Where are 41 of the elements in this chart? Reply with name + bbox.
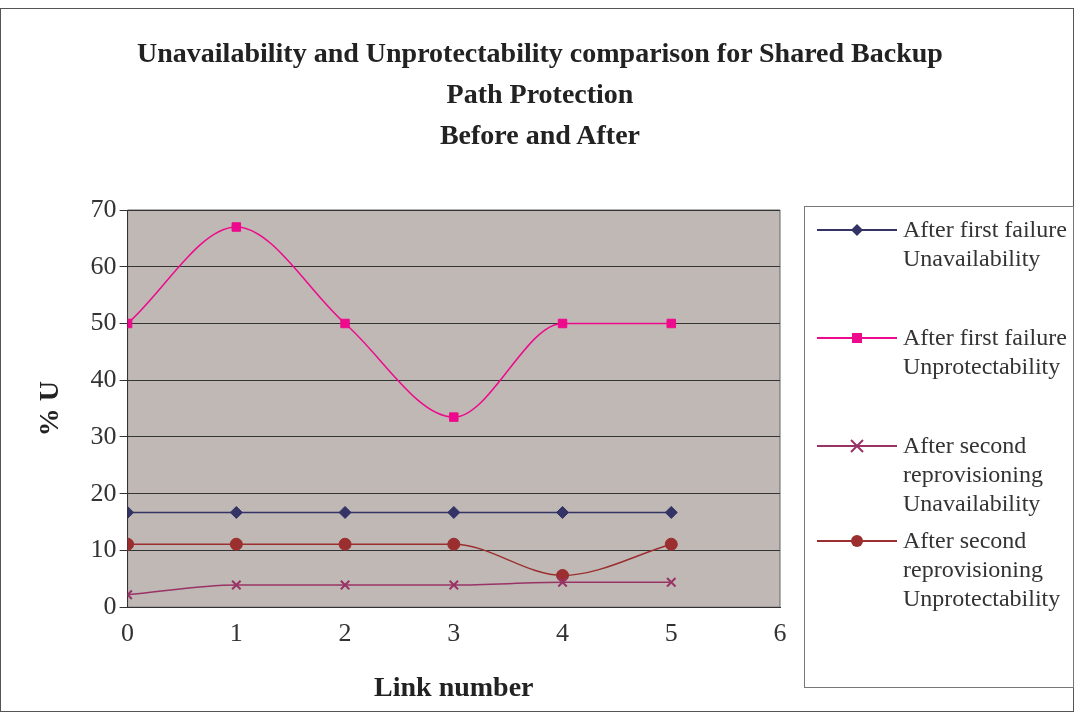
y-tick-label: 40	[90, 364, 117, 394]
legend-label: After second reprovisioning Unprotectability	[903, 526, 1062, 613]
point	[447, 505, 461, 519]
point	[666, 318, 677, 329]
point	[338, 505, 352, 519]
y-tick-label: 10	[90, 534, 117, 564]
point	[338, 537, 352, 551]
point	[664, 505, 678, 519]
x-tick-label: 4	[556, 617, 570, 647]
chart-title: Unavailability and Unprotectability comparison for Shared Backup Path Protection	[136, 36, 944, 111]
point	[231, 222, 242, 232]
point	[448, 579, 460, 591]
y-tick-label: 60	[90, 250, 117, 280]
point	[229, 537, 243, 551]
y-axis-title: % U	[33, 380, 65, 437]
y-tick-label: 0	[103, 591, 117, 621]
y-tick-label: 50	[90, 307, 117, 337]
legend-label: After first failure Unavailability	[903, 215, 1068, 273]
point	[557, 318, 568, 329]
legend-label: After first failure Unprotectability	[903, 323, 1068, 381]
x-tick-label: 6	[773, 617, 787, 647]
x-tick-label: 1	[229, 617, 243, 647]
legend-label: After second reprovisioning Unavailability	[903, 431, 1044, 518]
point	[449, 412, 459, 422]
x-tick-label: 5	[664, 617, 678, 647]
chart-subtitle: Before and After	[438, 118, 642, 152]
x-tick-label: 2	[338, 617, 352, 647]
point	[666, 576, 677, 588]
y-tick-label: 30	[90, 420, 117, 450]
point	[339, 579, 351, 591]
x-axis-title: Link number	[374, 671, 534, 703]
point	[556, 505, 570, 519]
y-tick-label: 70	[90, 193, 117, 223]
point	[229, 505, 243, 519]
x-tick-label: 3	[447, 617, 461, 647]
point	[557, 576, 568, 588]
y-tick-label: 20	[90, 477, 117, 507]
point	[340, 318, 350, 329]
point	[664, 537, 678, 551]
point	[447, 537, 461, 551]
point	[231, 579, 242, 591]
